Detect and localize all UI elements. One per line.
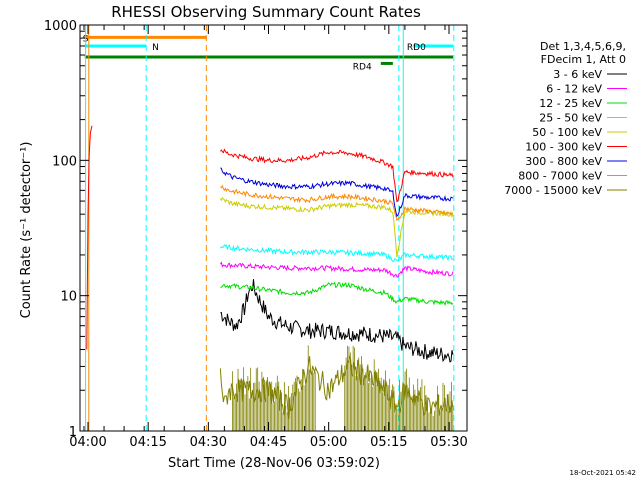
series-line bbox=[220, 184, 454, 221]
legend-header-line-2: FDecim 1, Att 0 bbox=[541, 53, 626, 66]
legend-header-line-1: Det 1,3,4,5,6,9, bbox=[540, 40, 626, 53]
legend-entry-label: 100 - 300 keV bbox=[525, 141, 602, 154]
x-tick-label: 05:15 bbox=[370, 435, 407, 450]
y-axis-title: Count Rate (s⁻¹ detector⁻¹) bbox=[19, 142, 34, 319]
vertical-markers-layer bbox=[85, 25, 455, 431]
series-line bbox=[220, 279, 454, 363]
legend-entry-label: 6 - 12 keV bbox=[546, 83, 602, 96]
y-tick-label: 1000 bbox=[44, 19, 77, 34]
legend-entry-label: 25 - 50 keV bbox=[539, 112, 602, 125]
series-line bbox=[220, 167, 454, 218]
x-tick-label: 04:15 bbox=[129, 435, 166, 450]
observing-flags-layer: SNRD0RD4 bbox=[83, 34, 454, 72]
series-layer bbox=[86, 125, 454, 431]
legend-entry-label: 800 - 7000 keV bbox=[518, 170, 602, 183]
y-tick-label: 100 bbox=[52, 154, 77, 169]
y-tick-label: 10 bbox=[60, 290, 77, 305]
series-line bbox=[220, 148, 454, 203]
y-axis: 1 10 100 1000 bbox=[44, 19, 467, 440]
flag-label: N bbox=[152, 43, 159, 53]
y-tick-label: 1 bbox=[69, 425, 77, 440]
x-axis-title: Start Time (28-Nov-06 03:59:02) bbox=[168, 456, 380, 471]
x-tick-label: 05:30 bbox=[430, 435, 467, 450]
x-tick-label: 04:45 bbox=[250, 435, 287, 450]
x-tick-label: 05:00 bbox=[310, 435, 347, 450]
x-tick-label: 04:30 bbox=[190, 435, 227, 450]
legend-entry-label: 50 - 100 keV bbox=[532, 126, 602, 139]
plot-frame bbox=[79, 24, 468, 432]
x-tick-label: 04:00 bbox=[69, 435, 106, 450]
flag-label: RD4 bbox=[353, 62, 372, 72]
x-axis: 04:00 04:15 04:30 04:45 05:00 05:15 05:30 bbox=[69, 25, 468, 450]
legend-entry-label: 12 - 25 keV bbox=[539, 97, 602, 110]
footer-timestamp: 18-Oct-2021 05:42 bbox=[570, 469, 636, 477]
chart-title: RHESSI Observing Summary Count Rates bbox=[111, 3, 421, 21]
legend-entry-label: 7000 - 15000 keV bbox=[504, 184, 602, 197]
pre-gap-spike bbox=[86, 125, 93, 350]
series-line bbox=[219, 261, 454, 278]
legend: Det 1,3,4,5,6,9, FDecim 1, Att 0 3 - 6 k… bbox=[504, 40, 627, 197]
series-line bbox=[220, 281, 454, 306]
series-line bbox=[219, 244, 454, 262]
legend-entry-label: 300 - 800 keV bbox=[525, 155, 602, 168]
legend-entry-label: 3 - 6 keV bbox=[553, 68, 602, 81]
series-line bbox=[219, 196, 454, 258]
flag-label: RD0 bbox=[407, 43, 426, 53]
